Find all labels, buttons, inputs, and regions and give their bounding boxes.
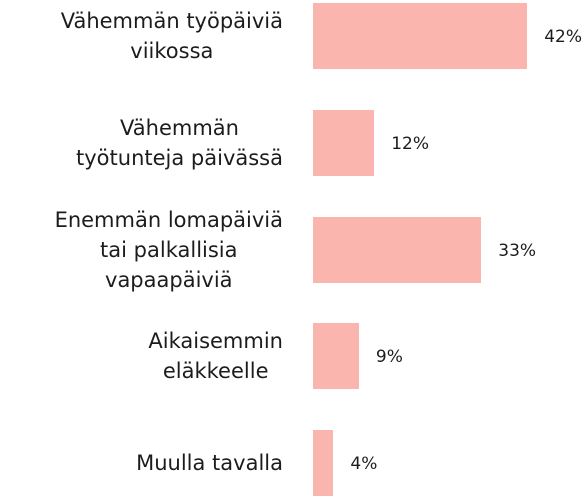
category-label: Enemmän lomapäiviä tai palkallisia vapaa… [54, 207, 283, 292]
bar [313, 216, 482, 283]
category-label: Aikaisemmin eläkkeelle [148, 329, 283, 384]
value-label: 4% [350, 454, 378, 475]
bar [313, 430, 334, 497]
bar [313, 3, 528, 69]
value-label: 9% [375, 347, 403, 368]
value-label: 42% [544, 27, 582, 47]
bar [313, 109, 375, 176]
category-label: Vähemmän työpäiviä viikossa [60, 9, 283, 63]
bar [313, 323, 359, 390]
category-label: Muulla tavalla [136, 451, 283, 476]
value-label: 12% [391, 133, 429, 154]
category-label: Vähemmän työtunteja päivässä [76, 115, 283, 170]
value-label: 33% [498, 240, 537, 261]
